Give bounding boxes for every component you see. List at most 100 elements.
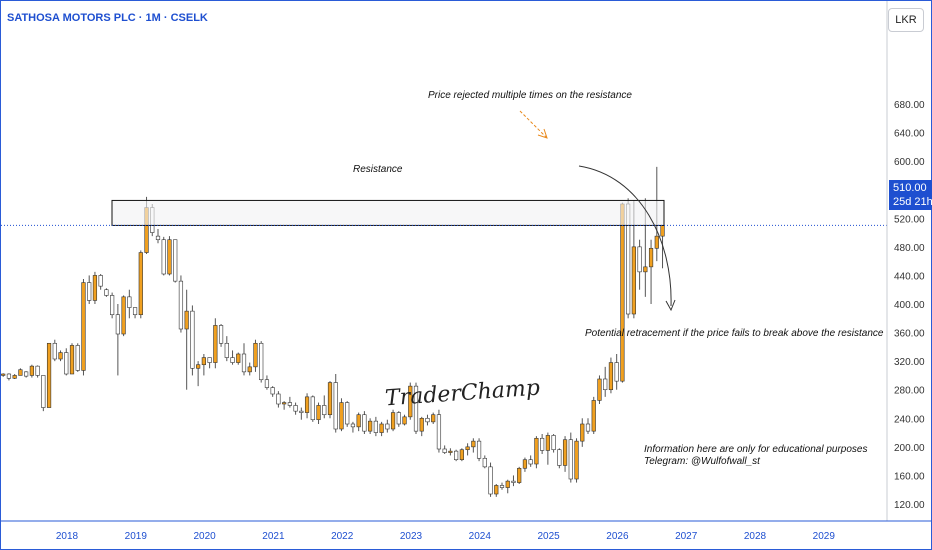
candle-body[interactable] (551, 435, 556, 451)
candle-body[interactable] (29, 365, 34, 376)
candle-body[interactable] (259, 342, 264, 381)
candle-body[interactable] (557, 449, 562, 466)
candle-body[interactable] (64, 352, 69, 375)
candle-body[interactable] (41, 375, 46, 408)
candle-body[interactable] (127, 296, 132, 308)
candle-body[interactable] (184, 310, 189, 330)
candle-body[interactable] (299, 410, 304, 413)
candle-body[interactable] (476, 440, 482, 459)
time-axis[interactable]: 2018 2019 2020 2021 2022 2023 2024 2025 2026 2027… (56, 531, 835, 542)
candle-body[interactable] (92, 275, 98, 301)
candle-body[interactable] (6, 373, 12, 379)
candle-body[interactable] (12, 375, 17, 379)
candle-body[interactable] (585, 423, 591, 432)
candle-body[interactable] (201, 357, 206, 366)
candle-body[interactable] (413, 385, 419, 432)
candle-body[interactable] (167, 239, 172, 275)
candle-body[interactable] (637, 246, 642, 273)
candle-body[interactable] (316, 405, 321, 421)
candle-body[interactable] (545, 435, 550, 451)
candle-body[interactable] (419, 417, 424, 432)
candle-body[interactable] (264, 379, 270, 388)
candle-body[interactable] (459, 449, 464, 461)
candle-body[interactable] (471, 440, 476, 448)
candle-body[interactable] (282, 402, 287, 405)
candle-body[interactable] (218, 325, 224, 344)
candle-body[interactable] (396, 412, 401, 425)
candle-body[interactable] (213, 325, 218, 363)
candle-body[interactable] (648, 247, 654, 268)
candle-body[interactable] (603, 378, 608, 391)
candle-body[interactable] (276, 393, 281, 405)
candle-body[interactable] (35, 365, 40, 376)
candle-body[interactable] (190, 310, 195, 369)
candle-body[interactable] (362, 414, 367, 432)
candle-body[interactable] (574, 440, 579, 480)
candle-body[interactable] (368, 420, 373, 432)
candle-body[interactable] (631, 246, 636, 315)
candle-body[interactable] (385, 423, 390, 430)
candle-body[interactable] (436, 414, 442, 450)
candle-body[interactable] (431, 414, 436, 423)
candle-body[interactable] (241, 353, 247, 373)
candle-body[interactable] (104, 289, 109, 296)
candle-body[interactable] (448, 450, 453, 453)
candle-body[interactable] (304, 396, 310, 413)
candle-body[interactable] (591, 400, 596, 432)
candle-body[interactable] (115, 314, 120, 335)
candle-body[interactable] (236, 353, 241, 363)
candle-body[interactable] (379, 423, 384, 433)
candle-body[interactable] (373, 420, 378, 433)
candle-body[interactable] (110, 295, 115, 316)
candle-body[interactable] (75, 345, 80, 371)
candle-body[interactable] (614, 362, 619, 382)
candle-body[interactable] (87, 282, 92, 301)
candle-body[interactable] (247, 366, 252, 373)
candle-body[interactable] (356, 414, 361, 428)
candle-body[interactable] (138, 252, 143, 316)
candle-body[interactable] (24, 371, 29, 377)
candle-body[interactable] (230, 357, 235, 363)
candle-body[interactable] (333, 382, 338, 430)
candle-body[interactable] (327, 382, 333, 416)
candle-body[interactable] (540, 437, 545, 451)
resistance-zone[interactable] (111, 199, 665, 226)
candle-body[interactable] (155, 235, 161, 241)
candle-body[interactable] (287, 402, 292, 406)
candle-body[interactable] (505, 480, 510, 488)
candle-body[interactable] (1, 373, 6, 376)
candle-body[interactable] (81, 282, 86, 371)
candle-body[interactable] (339, 402, 344, 430)
candle-body[interactable] (196, 364, 201, 369)
candle-body[interactable] (568, 439, 573, 480)
candle-body[interactable] (58, 352, 63, 360)
currency-button[interactable]: LKR (888, 8, 924, 32)
candle-body[interactable] (528, 459, 533, 465)
candle-body[interactable] (178, 280, 184, 330)
candle-body[interactable] (350, 423, 356, 428)
candle-body[interactable] (522, 459, 528, 469)
candle-body[interactable] (310, 396, 315, 421)
candle-body[interactable] (425, 417, 430, 423)
candle-body[interactable] (161, 239, 166, 275)
candle-body[interactable] (660, 225, 665, 237)
candle-body[interactable] (121, 296, 126, 335)
candle-body[interactable] (390, 412, 396, 430)
candle-body[interactable] (620, 203, 625, 382)
candle-body[interactable] (499, 485, 505, 488)
candle-body[interactable] (580, 423, 585, 442)
chart-title[interactable]: SATHOSA MOTORS PLC · 1M · CSELK (7, 12, 208, 24)
candle-body[interactable] (408, 385, 413, 418)
candle-body[interactable] (173, 239, 178, 282)
candle-body[interactable] (442, 448, 447, 453)
candle-body[interactable] (46, 342, 52, 408)
candle-body[interactable] (402, 416, 407, 425)
candle-body[interactable] (597, 378, 602, 401)
candle-body[interactable] (608, 362, 614, 391)
candle-body[interactable] (270, 387, 275, 395)
candle-body[interactable] (132, 307, 138, 316)
candle-body[interactable] (562, 439, 568, 466)
candle-body[interactable] (98, 275, 103, 287)
candle-body[interactable] (322, 405, 327, 416)
candle-body[interactable] (69, 345, 75, 375)
